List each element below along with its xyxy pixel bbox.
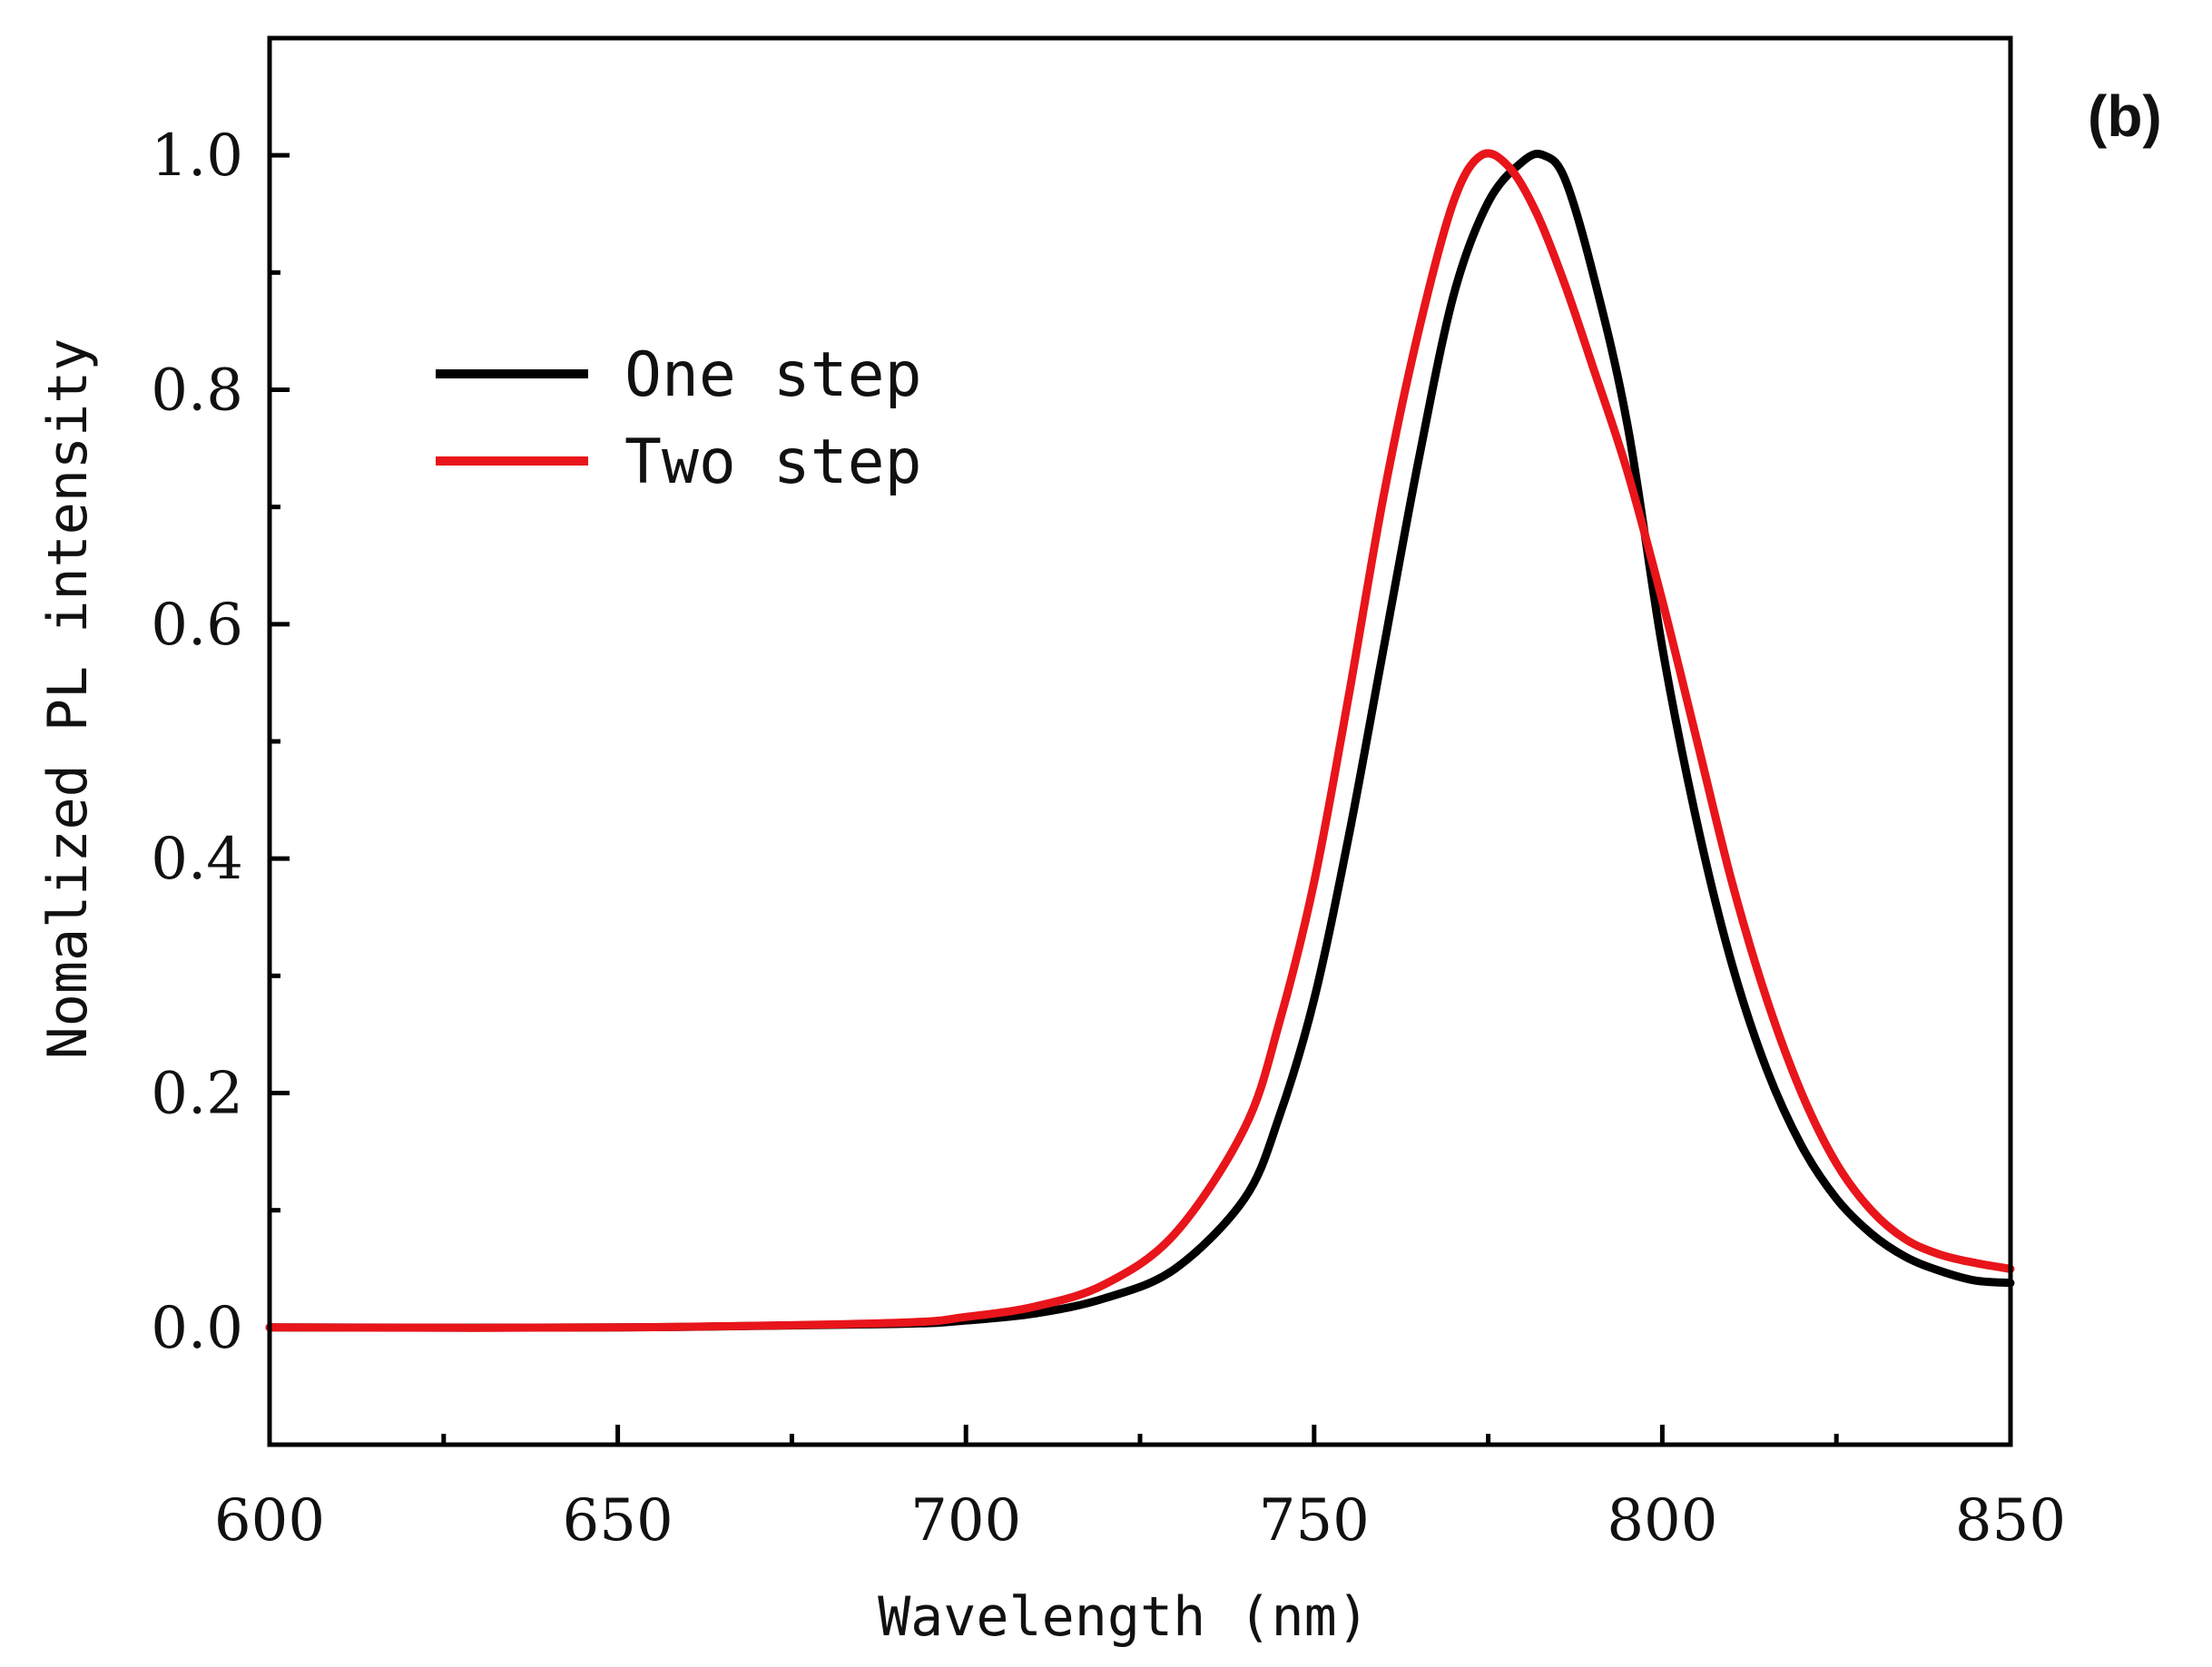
y-tick-label: 0.6: [151, 592, 243, 659]
y-tick-label: 0.4: [151, 826, 243, 893]
series-layer: [265, 149, 2015, 1332]
plot-frame: [267, 35, 2013, 1447]
x-tick-label: 650: [563, 1487, 673, 1554]
legend-label-two-step: Two step: [624, 427, 922, 498]
series-line-one-step: [265, 150, 2015, 1332]
y-tick-label: 0.8: [151, 358, 243, 425]
x-tick-label: 800: [1607, 1487, 1717, 1554]
y-tick-label: 0.0: [151, 1295, 243, 1362]
y-tick-labels: 0.0 0.2 0.4 0.6 0.8 1.0: [151, 123, 243, 1362]
x-tick-label: 850: [1955, 1487, 2066, 1554]
x-axis-title: Wavelength (nm): [878, 1585, 1370, 1649]
y-tick-label: 1.0: [151, 123, 243, 190]
x-tick-labels: 600 650 700 750 800 850: [214, 1487, 2066, 1554]
legend: One step Two step: [436, 339, 922, 498]
panel-label: (b): [2088, 83, 2162, 149]
y-axis-title: Nomalized PL intensity: [36, 338, 100, 1060]
x-tick-label: 750: [1259, 1487, 1370, 1554]
legend-label-one-step: One step: [624, 339, 922, 411]
x-tick-label: 600: [214, 1487, 325, 1554]
series-line-two-step: [265, 149, 2015, 1332]
y-tick-label: 0.2: [151, 1061, 243, 1128]
x-tick-label: 700: [910, 1487, 1021, 1554]
